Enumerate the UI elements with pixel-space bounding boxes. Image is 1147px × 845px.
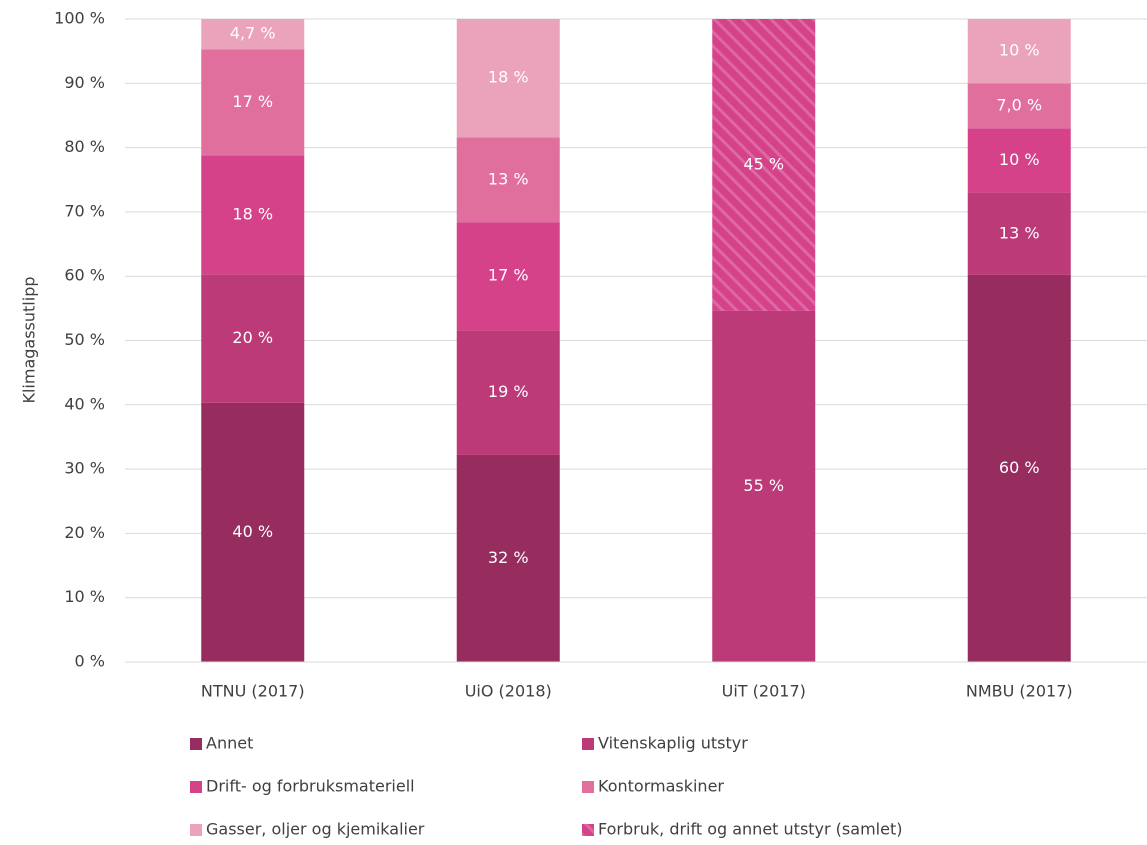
bar-segment — [456, 222, 560, 331]
legend-label: Forbruk, drift og annet utstyr (samlet) — [598, 820, 902, 839]
value-label: 13 % — [488, 169, 529, 188]
y-tick-label: 40 % — [64, 394, 105, 413]
legend-swatch — [190, 824, 202, 836]
bar-segment — [967, 19, 1071, 84]
legend-swatch — [582, 824, 594, 836]
value-label: 4,7 % — [230, 24, 276, 43]
bar-segment — [967, 128, 1071, 193]
y-tick-label: 60 % — [64, 266, 105, 285]
value-label: 18 % — [488, 68, 529, 87]
bar-segment — [201, 402, 305, 662]
bar-segment — [456, 330, 560, 455]
bar-segment — [967, 192, 1071, 275]
value-label: 60 % — [999, 458, 1040, 477]
x-tick-label: UiO (2018) — [465, 682, 552, 701]
bar-segment — [456, 454, 560, 662]
y-tick-label: 50 % — [64, 330, 105, 349]
legend-swatch — [190, 781, 202, 793]
legend-label: Vitenskaplig utstyr — [598, 734, 748, 753]
bar-segment — [201, 155, 305, 275]
legend-label: Annet — [206, 734, 253, 753]
legend-swatch — [582, 738, 594, 750]
bar-segment — [712, 19, 816, 311]
legend-label: Kontormaskiner — [598, 777, 724, 796]
value-label: 32 % — [488, 548, 529, 567]
value-label: 55 % — [743, 476, 784, 495]
value-label: 18 % — [232, 204, 273, 223]
bar-segment — [967, 274, 1071, 662]
value-label: 10 % — [999, 150, 1040, 169]
y-tick-label: 90 % — [64, 73, 105, 92]
x-tick-label: UiT (2017) — [722, 682, 806, 701]
legend-swatch — [190, 738, 202, 750]
y-tick-label: 100 % — [54, 9, 105, 28]
legend-swatch — [582, 781, 594, 793]
value-label: 19 % — [488, 382, 529, 401]
bar-segment — [712, 310, 816, 662]
value-label: 17 % — [488, 266, 529, 285]
value-label: 17 % — [232, 92, 273, 111]
bar-segment — [201, 19, 305, 50]
y-tick-label: 70 % — [64, 201, 105, 220]
bar-segment — [201, 49, 305, 156]
bar-segment — [967, 83, 1071, 129]
value-label: 20 % — [232, 328, 273, 347]
y-tick-label: 80 % — [64, 137, 105, 156]
y-axis-label: Klimagassutlipp — [20, 276, 39, 403]
y-tick-label: 10 % — [64, 587, 105, 606]
bar-segment — [201, 274, 305, 403]
value-label: 7,0 % — [996, 95, 1042, 114]
y-tick-label: 20 % — [64, 523, 105, 542]
value-label: 13 % — [999, 223, 1040, 242]
bar-segment — [456, 19, 560, 138]
bar-segment — [456, 137, 560, 223]
x-tick-label: NMBU (2017) — [966, 682, 1073, 701]
value-label: 10 % — [999, 41, 1040, 60]
legend-label: Drift- og forbruksmateriell — [206, 777, 415, 796]
y-tick-label: 30 % — [64, 459, 105, 478]
legend-label: Gasser, oljer og kjemikalier — [206, 820, 425, 839]
value-label: 40 % — [232, 522, 273, 541]
value-label: 45 % — [743, 154, 784, 173]
y-tick-label: 0 % — [75, 652, 105, 671]
x-tick-label: NTNU (2017) — [201, 682, 305, 701]
